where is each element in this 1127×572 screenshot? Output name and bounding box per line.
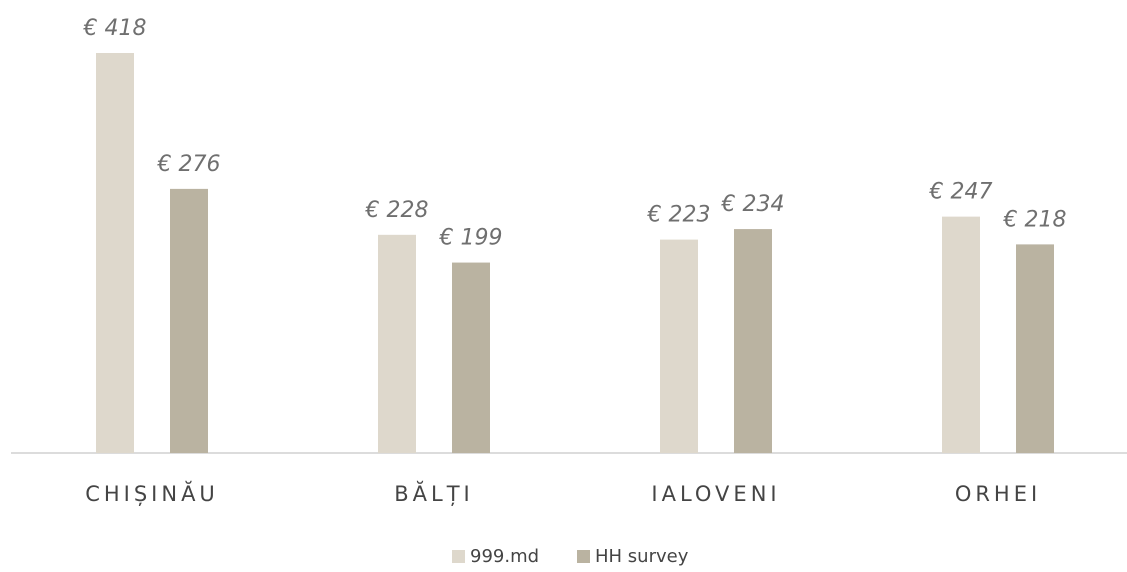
legend-swatch [577,550,590,563]
bar [378,234,416,453]
legend-swatch [452,550,465,563]
x-tick-label: CHIȘINĂU [85,480,219,506]
x-tick-label: IALOVENI [651,482,780,506]
bar [96,53,134,453]
bar [1016,244,1054,453]
value-label: € 276 [157,152,221,177]
value-label: € 199 [439,226,503,251]
value-label: € 247 [929,180,993,205]
value-label: € 223 [647,203,711,228]
legend-label: HH survey [595,546,689,567]
legend-label: 999.md [470,546,539,567]
value-label: € 234 [721,192,785,217]
x-tick-label: BĂLȚI [394,480,474,506]
bar [452,262,490,453]
value-label: € 418 [83,16,147,41]
bar [734,229,772,453]
value-label: € 228 [365,198,429,223]
bar [942,216,980,453]
value-label: € 218 [1003,207,1067,232]
x-tick-label: ORHEI [955,482,1041,506]
bar [660,239,698,453]
bar [170,188,208,453]
